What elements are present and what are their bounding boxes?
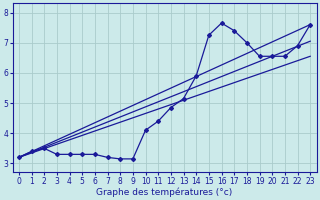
X-axis label: Graphe des températures (°c): Graphe des températures (°c) [96,187,233,197]
